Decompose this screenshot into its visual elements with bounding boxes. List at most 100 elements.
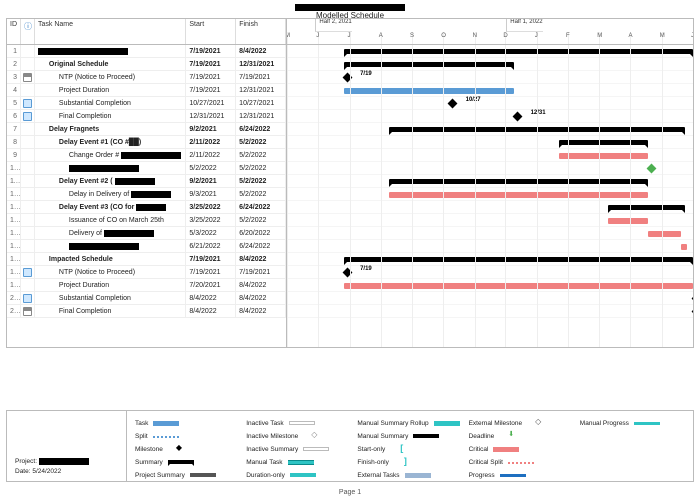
table-row[interactable]: 17/19/20218/4/2022 (7, 45, 286, 58)
indicator-icon (23, 112, 32, 121)
gantt-row: 8/4 (287, 305, 693, 318)
table-row[interactable]: 2Original Schedule7/19/202112/31/2021 (7, 58, 286, 71)
legend-item: Task (135, 420, 240, 427)
legend-date: Date: 5/24/2022 (15, 468, 118, 475)
info-icon (24, 21, 32, 32)
project-name-redaction (39, 458, 89, 465)
gantt-row (287, 149, 693, 162)
gantt-bar[interactable] (648, 231, 680, 237)
legend-item: Deadline (469, 433, 574, 440)
table-row[interactable]: 17Impacted Schedule7/19/20218/4/2022 (7, 253, 286, 266)
gantt-bar[interactable] (344, 88, 515, 94)
legend-item: Inactive Summary (246, 446, 351, 453)
table-row[interactable]: 105/2/20225/2/2022 (7, 162, 286, 175)
table-row[interactable]: 6Final Completion12/31/202112/31/2021 (7, 110, 286, 123)
indicator-icon (23, 73, 32, 82)
legend-item: Critical Split (469, 459, 574, 466)
table-row[interactable]: 20Substantial Completion8/4/20228/4/2022 (7, 292, 286, 305)
table-header: ID Task Name Start Finish (7, 19, 286, 45)
gantt-row (287, 201, 693, 214)
table-row[interactable]: 19Project Duration7/20/20218/4/2022 (7, 279, 286, 292)
gantt-row: 7/19 (287, 266, 693, 279)
legend-project-box: Project: Date: 5/24/2022 (7, 411, 127, 481)
col-finish[interactable]: Finish (236, 19, 286, 44)
gantt-chart: Half 2, 2021Half 1, 2022Half 2, 2022MJJA… (287, 19, 693, 347)
legend-item: Summary (135, 459, 240, 466)
gantt-row (287, 45, 693, 58)
legend-item: Project Summary (135, 472, 240, 479)
legend-item: Inactive Milestone (246, 433, 351, 440)
task-table: ID Task Name Start Finish 17/19/20218/4/… (7, 19, 287, 347)
legend-item: Manual Progress (580, 420, 685, 427)
gantt-row (287, 214, 693, 227)
table-row[interactable]: 11Delay Event #2 ( 9/2/20215/2/2022 (7, 175, 286, 188)
gantt-bar[interactable] (344, 62, 515, 67)
legend: Project: Date: 5/24/2022 Task Inactive Ta… (6, 410, 694, 482)
table-row[interactable]: 7Delay Fragnets9/2/20216/24/2022 (7, 123, 286, 136)
col-name[interactable]: Task Name (35, 19, 186, 44)
table-row[interactable]: 14Issuance of CO on March 25th3/25/20225… (7, 214, 286, 227)
table-row[interactable]: 166/21/20226/24/2022 (7, 240, 286, 253)
table-row[interactable]: 18NTP (Notice to Proceed)7/19/20217/19/2… (7, 266, 286, 279)
table-row[interactable]: 9Change Order # 2/11/20225/2/2022 (7, 149, 286, 162)
legend-item: Milestone (135, 446, 240, 453)
col-id[interactable]: ID (7, 19, 21, 44)
gantt-row (287, 240, 693, 253)
gantt-row (287, 58, 693, 71)
main-grid: ID Task Name Start Finish 17/19/20218/4/… (6, 18, 694, 348)
gantt-bar[interactable] (342, 73, 352, 83)
gantt-bar[interactable] (608, 218, 649, 224)
legend-item: External Tasks (357, 472, 462, 479)
legend-item: Manual Summary (357, 433, 462, 440)
indicator-icon (23, 268, 32, 277)
table-row[interactable]: 4Project Duration7/19/202112/31/2021 (7, 84, 286, 97)
indicator-icon (23, 294, 32, 303)
gantt-row (287, 279, 693, 292)
legend-item: Split (135, 433, 240, 440)
legend-item: Start-only (357, 446, 462, 453)
table-row[interactable]: 5Substantial Completion10/27/202110/27/2… (7, 97, 286, 110)
gantt-bar[interactable] (513, 112, 523, 122)
gantt-bar[interactable] (559, 153, 648, 159)
gantt-row (287, 175, 693, 188)
gantt-bar[interactable] (344, 49, 693, 54)
indicator-icon (23, 99, 32, 108)
gantt-row (287, 123, 693, 136)
gantt-bar[interactable] (448, 99, 458, 109)
legend-item: Critical (469, 446, 574, 453)
table-row[interactable]: 21Final Completion8/4/20228/4/2022 (7, 305, 286, 318)
page-footer: Page 1 (0, 489, 700, 496)
gantt-row (287, 136, 693, 149)
legend-item: Progress (469, 472, 574, 479)
table-row[interactable]: 13Delay Event #3 (CO for 3/25/20226/24/2… (7, 201, 286, 214)
legend-project-label: Project: (15, 458, 118, 465)
table-row[interactable]: 15Delivery of 5/3/20226/20/2022 (7, 227, 286, 240)
gantt-row (287, 188, 693, 201)
table-body: 17/19/20218/4/20222Original Schedule7/19… (7, 45, 286, 318)
table-row[interactable]: 12Delay in Delivery of 9/3/20215/2/2022 (7, 188, 286, 201)
gantt-bar[interactable] (344, 257, 693, 262)
gantt-row (287, 253, 693, 266)
legend-item: Finish-only (357, 459, 462, 466)
gantt-row (287, 162, 693, 175)
legend-item: External Milestone (469, 420, 574, 427)
gantt-bar[interactable] (681, 244, 687, 250)
gantt-bar[interactable] (608, 205, 685, 210)
gantt-bar[interactable] (389, 179, 649, 184)
gantt-bar[interactable] (647, 164, 657, 174)
gantt-row: 12/31 (287, 110, 693, 123)
title-redaction (295, 4, 405, 11)
legend-item: Inactive Task (246, 420, 351, 427)
gantt-row: 7/19 (287, 71, 693, 84)
gantt-bar[interactable] (344, 283, 693, 289)
gantt-bar[interactable] (559, 140, 648, 145)
table-row[interactable]: 8Delay Event #1 (CO #██)2/11/20225/2/202… (7, 136, 286, 149)
col-info[interactable] (21, 19, 35, 44)
gantt-timescale: Half 2, 2021Half 1, 2022Half 2, 2022MJJA… (287, 19, 693, 45)
gantt-bar[interactable] (389, 192, 649, 198)
table-row[interactable]: 3NTP (Notice to Proceed)7/19/20217/19/20… (7, 71, 286, 84)
gantt-bar[interactable] (342, 268, 352, 278)
col-start[interactable]: Start (186, 19, 236, 44)
gantt-row (287, 227, 693, 240)
gantt-row (287, 84, 693, 97)
